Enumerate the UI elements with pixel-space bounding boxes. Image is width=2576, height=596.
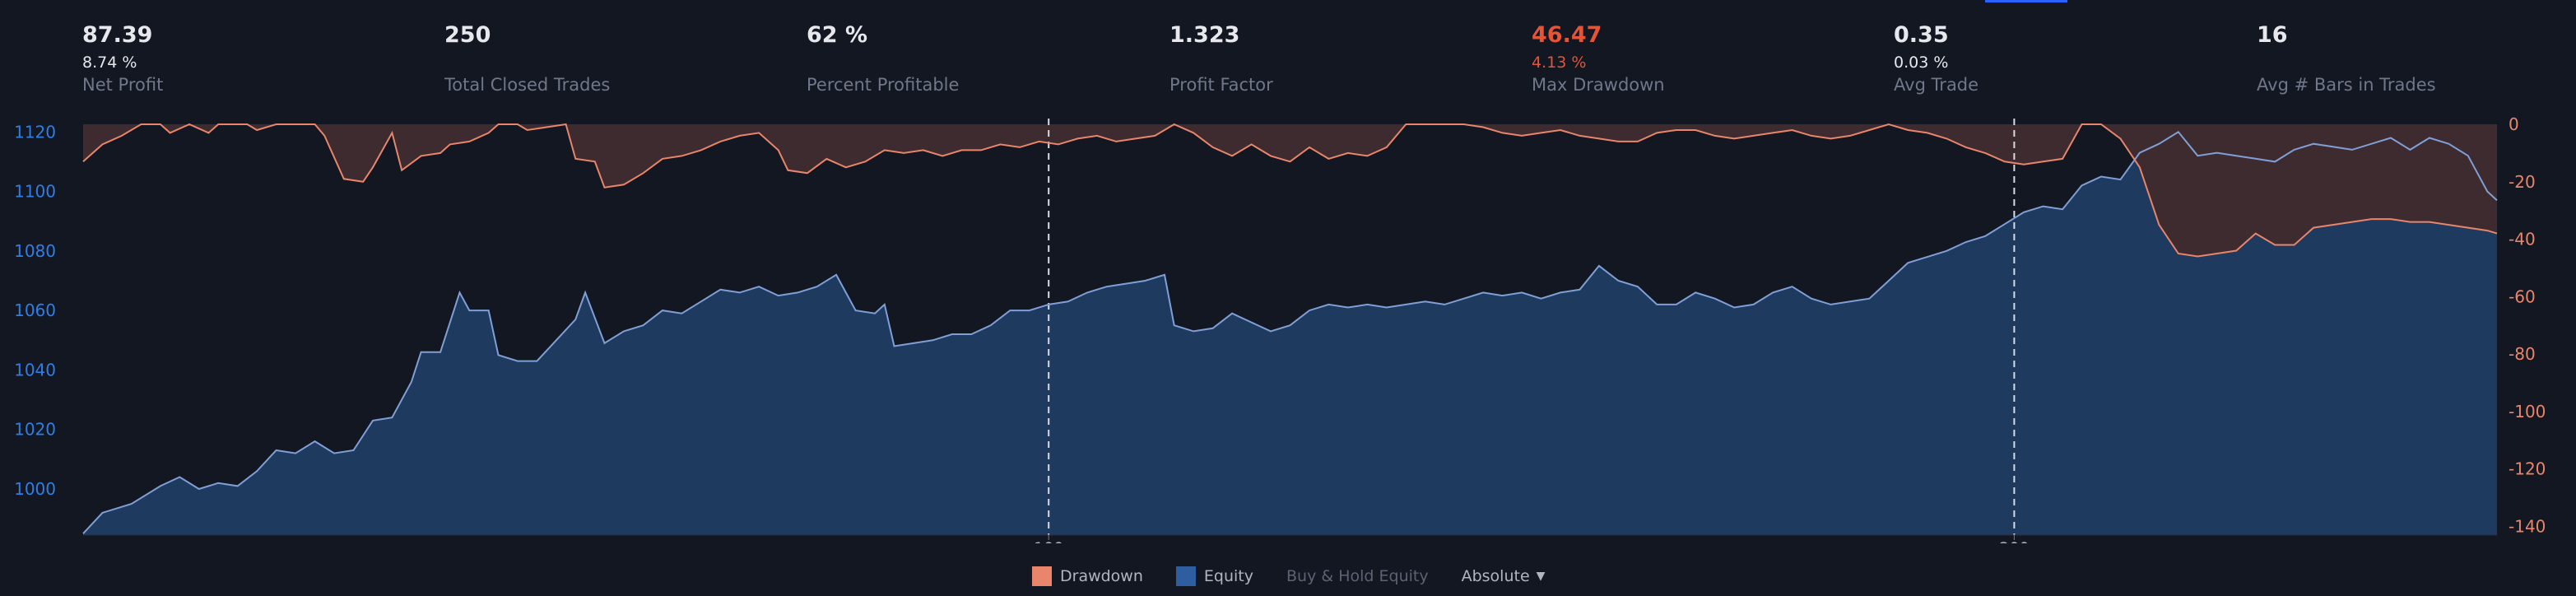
x-tick-label: 200 (1999, 539, 2029, 543)
right-tick-label: -60 (2509, 286, 2536, 306)
stat-value: 87.39 (82, 22, 153, 48)
equity-line (82, 130, 2498, 534)
stat-label: Percent Profitable (807, 75, 960, 95)
right-tick-label: 0 (2509, 115, 2519, 134)
stat-value: 0.35 (1894, 22, 1949, 48)
left-tick-label: 1080 (14, 241, 56, 261)
stat-label: Profit Factor (1169, 75, 1273, 95)
performance-summary: 87.39 8.74 % Net Profit 250 Total Closed… (0, 0, 2576, 115)
stat-total-closed-trades: 250 Total Closed Trades (444, 21, 610, 95)
right-tick-label: -80 (2509, 344, 2536, 364)
drawdown-area (83, 123, 2497, 257)
right-tick-label: -20 (2509, 172, 2536, 192)
stat-value: 62 % (807, 22, 868, 48)
chevron-down-icon: ▼ (1536, 570, 1546, 583)
stat-value: 250 (444, 22, 491, 48)
stat-avg-trade: 0.35 0.03 % Avg Trade (1894, 21, 1978, 95)
legend-item-drawdown[interactable]: Drawdown (1032, 566, 1143, 586)
left-tick-label: 1060 (14, 300, 56, 320)
stat-label: Avg Trade (1894, 75, 1979, 95)
right-tick-label: -120 (2509, 459, 2546, 479)
drawdown-line (82, 123, 2498, 258)
legend-item-buy-hold[interactable]: Buy & Hold Equity (1286, 567, 1429, 585)
scale-mode-label: Absolute (1461, 567, 1530, 585)
stat-net-profit: 87.39 8.74 % Net Profit (82, 21, 163, 95)
active-tab-indicator (1985, 0, 2067, 2)
left-tick-label: 1020 (14, 420, 56, 440)
stat-label: Avg # Bars in Trades (2257, 75, 2436, 95)
x-tick-label: 100 (1034, 539, 1063, 543)
stat-sub: 8.74 % (82, 54, 137, 72)
chart-legend: Drawdown Equity Buy & Hold Equity Absolu… (1032, 563, 1545, 589)
stat-label: Total Closed Trades (444, 75, 611, 95)
stat-value: 46.47 (1532, 22, 1602, 48)
legend-item-equity[interactable]: Equity (1175, 566, 1253, 586)
stat-avg-bars-in-trades: 16 Avg # Bars in Trades (2257, 21, 2436, 95)
left-tick-label: 1120 (14, 122, 56, 142)
stat-sub: 4.13 % (1532, 54, 1587, 72)
legend-label-drawdown: Drawdown (1060, 567, 1143, 585)
left-tick-label: 1100 (14, 182, 56, 202)
right-tick-label: -100 (2509, 402, 2546, 421)
right-tick-label: -140 (2509, 517, 2546, 537)
stat-percent-profitable: 62 % Percent Profitable (807, 21, 959, 95)
right-tick-label: -40 (2509, 230, 2536, 249)
scale-mode-dropdown[interactable]: Absolute ▼ (1462, 567, 1546, 585)
left-tick-label: 1000 (14, 479, 56, 499)
legend-label-equity: Equity (1203, 567, 1253, 585)
equity-swatch (1175, 566, 1196, 586)
stat-sub: 0.03 % (1894, 54, 1949, 72)
equity-drawdown-chart: 1000 1020 1040 1060 1080 1100 1120 0 -20 -40 -60 -… (14, 115, 2546, 543)
stat-label: Max Drawdown (1532, 75, 1665, 95)
legend-label-buy-hold: Buy & Hold Equity (1286, 567, 1429, 585)
equity-area (83, 132, 2497, 536)
stat-max-drawdown: 46.47 4.13 % Max Drawdown (1532, 21, 1665, 95)
left-tick-label: 1040 (14, 360, 56, 379)
stat-label: Net Profit (82, 75, 164, 95)
stat-profit-factor: 1.323 Profit Factor (1169, 21, 1273, 95)
stat-value: 1.323 (1169, 22, 1240, 48)
drawdown-swatch (1032, 566, 1052, 586)
stat-value: 16 (2257, 22, 2288, 48)
